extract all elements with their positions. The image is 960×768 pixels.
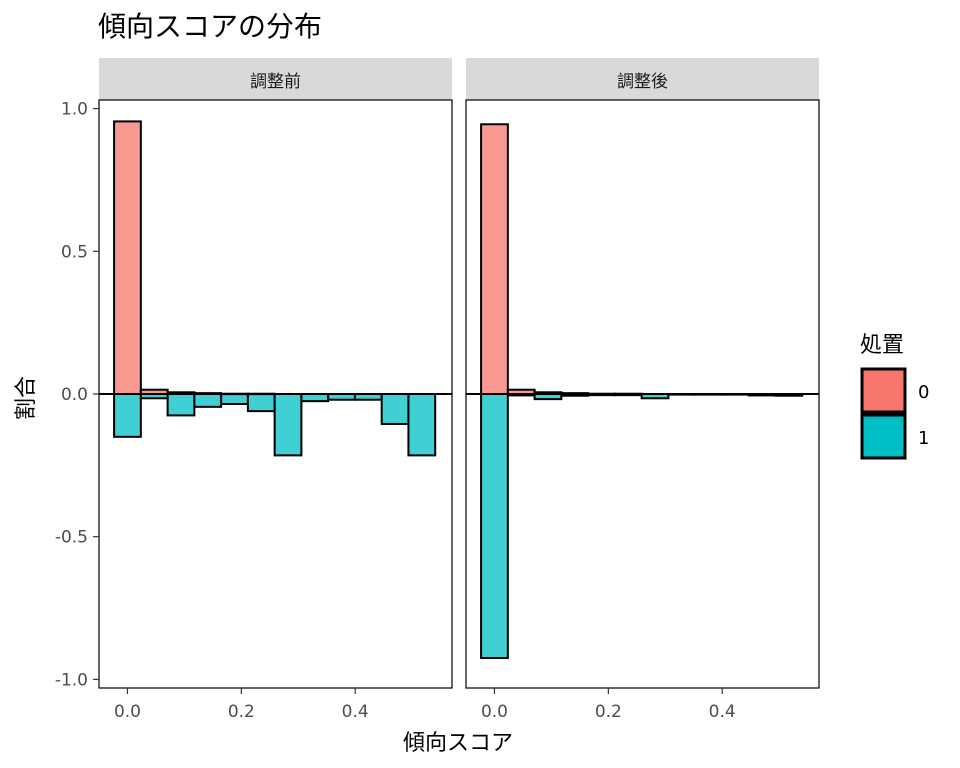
bar-series-1 bbox=[113, 393, 142, 438]
legend: 処置 0 1 bbox=[860, 333, 929, 460]
bar-series-1 bbox=[480, 393, 509, 660]
panel-border bbox=[465, 99, 820, 689]
legend-key-1 bbox=[860, 413, 907, 460]
y-tick-label: 0.5 bbox=[61, 242, 88, 262]
x-tick-label: 0.0 bbox=[481, 702, 508, 722]
y-axis-title: 割合 bbox=[14, 376, 39, 420]
facet-strip bbox=[466, 58, 819, 100]
bar-series-1 bbox=[193, 393, 223, 408]
x-tick-label: 0.4 bbox=[709, 702, 736, 722]
panels-layer: 調整前 0.0 0.2 0.4 -1.0 -0.5 0.0 0.5 1.0 調整後 0.0 0.2 0.… bbox=[55, 58, 820, 722]
bar-series-1 bbox=[220, 393, 249, 405]
bar-series-1 bbox=[273, 393, 303, 457]
chart-title: 傾向スコアの分布 bbox=[98, 10, 322, 43]
bar-series-1 bbox=[380, 393, 410, 425]
x-tick-label: 0.2 bbox=[595, 702, 622, 722]
x-axis-title: 傾向スコア bbox=[403, 731, 513, 756]
legend-key-0 bbox=[860, 367, 907, 414]
bar-series-0 bbox=[113, 120, 142, 395]
legend-label-1: 1 bbox=[918, 428, 929, 449]
y-tick-label: -0.5 bbox=[55, 528, 88, 548]
y-tick-label: -1.0 bbox=[55, 670, 88, 690]
facet-strip bbox=[99, 58, 452, 100]
legend-title: 処置 bbox=[860, 333, 904, 358]
facet-panel-0: 調整前 0.0 0.2 0.4 -1.0 -0.5 0.0 0.5 1.0 bbox=[55, 58, 453, 722]
y-tick-label: 1.0 bbox=[61, 100, 88, 120]
bar-series-1 bbox=[300, 393, 330, 403]
bar-series-1 bbox=[166, 393, 196, 417]
bar-series-0 bbox=[480, 123, 509, 395]
x-tick-label: 0.2 bbox=[228, 702, 255, 722]
y-tick-label: 0.0 bbox=[61, 385, 88, 405]
x-tick-label: 0.4 bbox=[342, 702, 369, 722]
facet-strip-label: 調整後 bbox=[617, 72, 668, 92]
bar-series-1 bbox=[246, 393, 276, 413]
facet-panel-1: 調整後 0.0 0.2 0.4 bbox=[465, 58, 820, 722]
facet-strip-label: 調整前 bbox=[250, 72, 301, 92]
bar-series-1 bbox=[407, 393, 437, 457]
x-tick-label: 0.0 bbox=[114, 702, 141, 722]
legend-label-0: 0 bbox=[918, 382, 929, 403]
